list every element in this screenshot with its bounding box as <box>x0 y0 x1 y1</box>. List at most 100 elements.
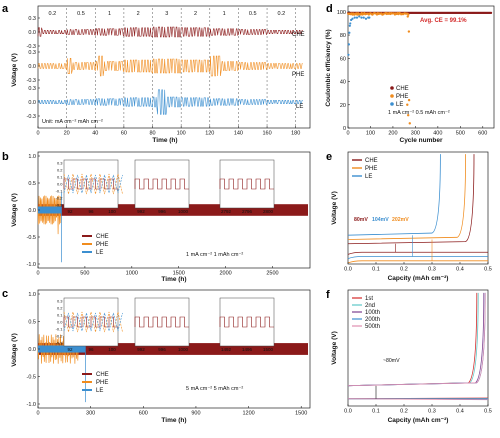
y-axis-label: Voltage (V) <box>331 191 338 224</box>
legend-label: 1st <box>365 296 373 302</box>
panel-e-x-ticks: 0.0 0.1 0.2 0.3 0.4 0.5 <box>344 262 492 273</box>
legend-le: LE <box>365 174 372 180</box>
x-tick-label: 20 <box>64 131 70 137</box>
x-axis-label: Time (h) <box>161 276 186 283</box>
inset-x-tick-label: 100 <box>108 347 116 352</box>
legend-phe: PHE <box>292 72 304 78</box>
curve-le-strip <box>348 154 440 235</box>
inset-y-tick-label: -0.3 <box>56 341 64 346</box>
legend-le: LE <box>96 250 103 256</box>
legend-phe: PHE <box>396 94 408 100</box>
point-le <box>356 17 358 19</box>
x-tick-label: 0 <box>36 411 39 417</box>
inset-x-tick-label: 992 <box>137 209 145 214</box>
rate-label: 0.5 <box>249 11 257 17</box>
x-axis-label: Capcity (mAh cm⁻²) <box>388 417 449 424</box>
panel-a: a 0.2 0.5 1 2 3 2 1 0.5 0.2 0.30.0-0.30.30.0-0.3… <box>2 3 310 144</box>
panel-b: b 0.3 0.2 0.1 0.0 -0.1 -0.2 -0.392 96 100 992 996 1… <box>2 151 310 283</box>
panel-c-insets: 0.3 0.2 0.1 0.0 -0.1 -0.2 -0.392 96 100 992 996 100… <box>56 298 274 352</box>
unit-note: Unit: mA cm⁻² mAh cm⁻² <box>42 119 103 125</box>
point-le <box>363 17 365 19</box>
inset-x-tick-label: 2792 <box>221 209 232 214</box>
x-tick-label: 0.4 <box>456 267 464 273</box>
inset-x-tick-label: 1492 <box>221 347 232 352</box>
avg-ce: Avg. CE = 99.1% <box>420 18 467 24</box>
rate-label: 2 <box>137 11 140 17</box>
point-le <box>354 17 356 19</box>
x-tick-label: 500 <box>80 271 89 277</box>
point-le <box>349 25 351 27</box>
y-axis-label: Coulombic efficiency (%) <box>325 29 332 106</box>
inset-x-tick-label: 100 <box>108 209 116 214</box>
y-tick-label: -1.0 <box>27 262 36 268</box>
y-tick-label: 100 <box>337 10 346 16</box>
panel-c-label: c <box>2 288 8 300</box>
panel-c-x-ticks: 0 300 600 900 1200 1500 <box>36 406 307 417</box>
x-tick-label: 0 <box>346 131 349 137</box>
x-axis-label: Cycle number <box>400 137 443 144</box>
y-tick-label: 40 <box>340 80 346 86</box>
series-le-trace <box>38 90 303 115</box>
condition-note: 5 mA cm⁻² 5 mAh cm⁻² <box>186 386 243 392</box>
point-le <box>349 22 351 24</box>
x-tick-label: 200 <box>388 131 397 137</box>
y-tick-label: -0.3 <box>27 114 36 120</box>
panel-d-points <box>347 12 492 125</box>
panel-f-x-ticks: 0.0 0.1 0.2 0.3 0.4 0.5 <box>344 404 492 415</box>
series-le-band <box>38 345 85 352</box>
inset-x-tick-label: 1000 <box>178 347 189 352</box>
y-axis-label: Voltage (V) <box>11 53 18 86</box>
inset-y-tick-label: 0.1 <box>57 313 63 318</box>
inset-x-tick-label: 1000 <box>178 209 189 214</box>
inset-y-tick-label: -0.2 <box>56 196 64 201</box>
panel-b-insets: 0.30.20.10.0-0.1-0.2-0.392 96 100 992 996 100… <box>56 160 274 214</box>
point-le <box>365 18 367 20</box>
x-tick-label: 140 <box>234 131 243 137</box>
x-tick-label: 0.2 <box>400 267 408 273</box>
legend-label: 500th <box>365 324 380 330</box>
panel-d-label: d <box>326 3 333 15</box>
inset-x-tick-label: 2800 <box>263 209 274 214</box>
inset-y-tick-label: -0.2 <box>56 334 64 339</box>
curve-le-plate <box>348 257 488 259</box>
y-tick-label: 80 <box>340 33 346 39</box>
x-tick-label: 40 <box>92 131 98 137</box>
legend-phe: PHE <box>365 166 377 172</box>
panel-d: d 100806040200 0 100 200 300 400 500 600 Avg. … <box>325 3 494 144</box>
x-axis-label: Capcity (mAh cm⁻²) <box>388 275 449 282</box>
point-le <box>358 15 360 17</box>
point-phe <box>409 122 411 124</box>
point-phe <box>407 15 409 17</box>
inset-x-tick-label: 96 <box>88 209 94 214</box>
x-tick-label: 1200 <box>242 411 254 417</box>
panel-f-legend: 1st2nd100th200th500th <box>352 296 380 330</box>
rate-label: 1 <box>223 11 226 17</box>
series-phe-trace <box>38 196 61 235</box>
condition-note: 1 mA cm⁻² 1 mAh cm⁻² <box>186 252 243 258</box>
x-tick-label: 300 <box>86 411 95 417</box>
panel-a-x-ticks: 0 20 40 60 80 100 120 140 160 180 <box>36 126 300 137</box>
inset-x-tick-label: 1496 <box>242 347 253 352</box>
x-tick-label: 900 <box>191 411 200 417</box>
legend-le: LE <box>396 102 403 108</box>
y-tick-label: -0.5 <box>27 375 36 381</box>
x-tick-label: 100 <box>366 131 375 137</box>
y-tick-label: 0.0 <box>28 347 36 353</box>
x-tick-label: 0 <box>36 271 39 277</box>
legend-marker-che <box>390 86 394 90</box>
y-tick-label: -0.3 <box>27 78 36 84</box>
legend-le: LE <box>296 104 303 110</box>
legend-che: CHE <box>96 234 109 240</box>
point-le <box>348 43 350 45</box>
x-tick-label: 600 <box>139 411 148 417</box>
x-tick-label: 0.5 <box>484 409 492 415</box>
panel-e-legend: CHE PHE LE <box>352 158 378 180</box>
inset-y-tick-label: 0.1 <box>57 175 63 180</box>
legend-che: CHE <box>292 32 305 38</box>
panel-f-label: f <box>326 289 330 301</box>
y-tick-label: 0.0 <box>28 208 36 214</box>
inset-y-tick-label: 0.0 <box>57 320 63 325</box>
y-tick-label: 0.5 <box>28 181 36 187</box>
rate-label: 0.5 <box>77 11 85 17</box>
